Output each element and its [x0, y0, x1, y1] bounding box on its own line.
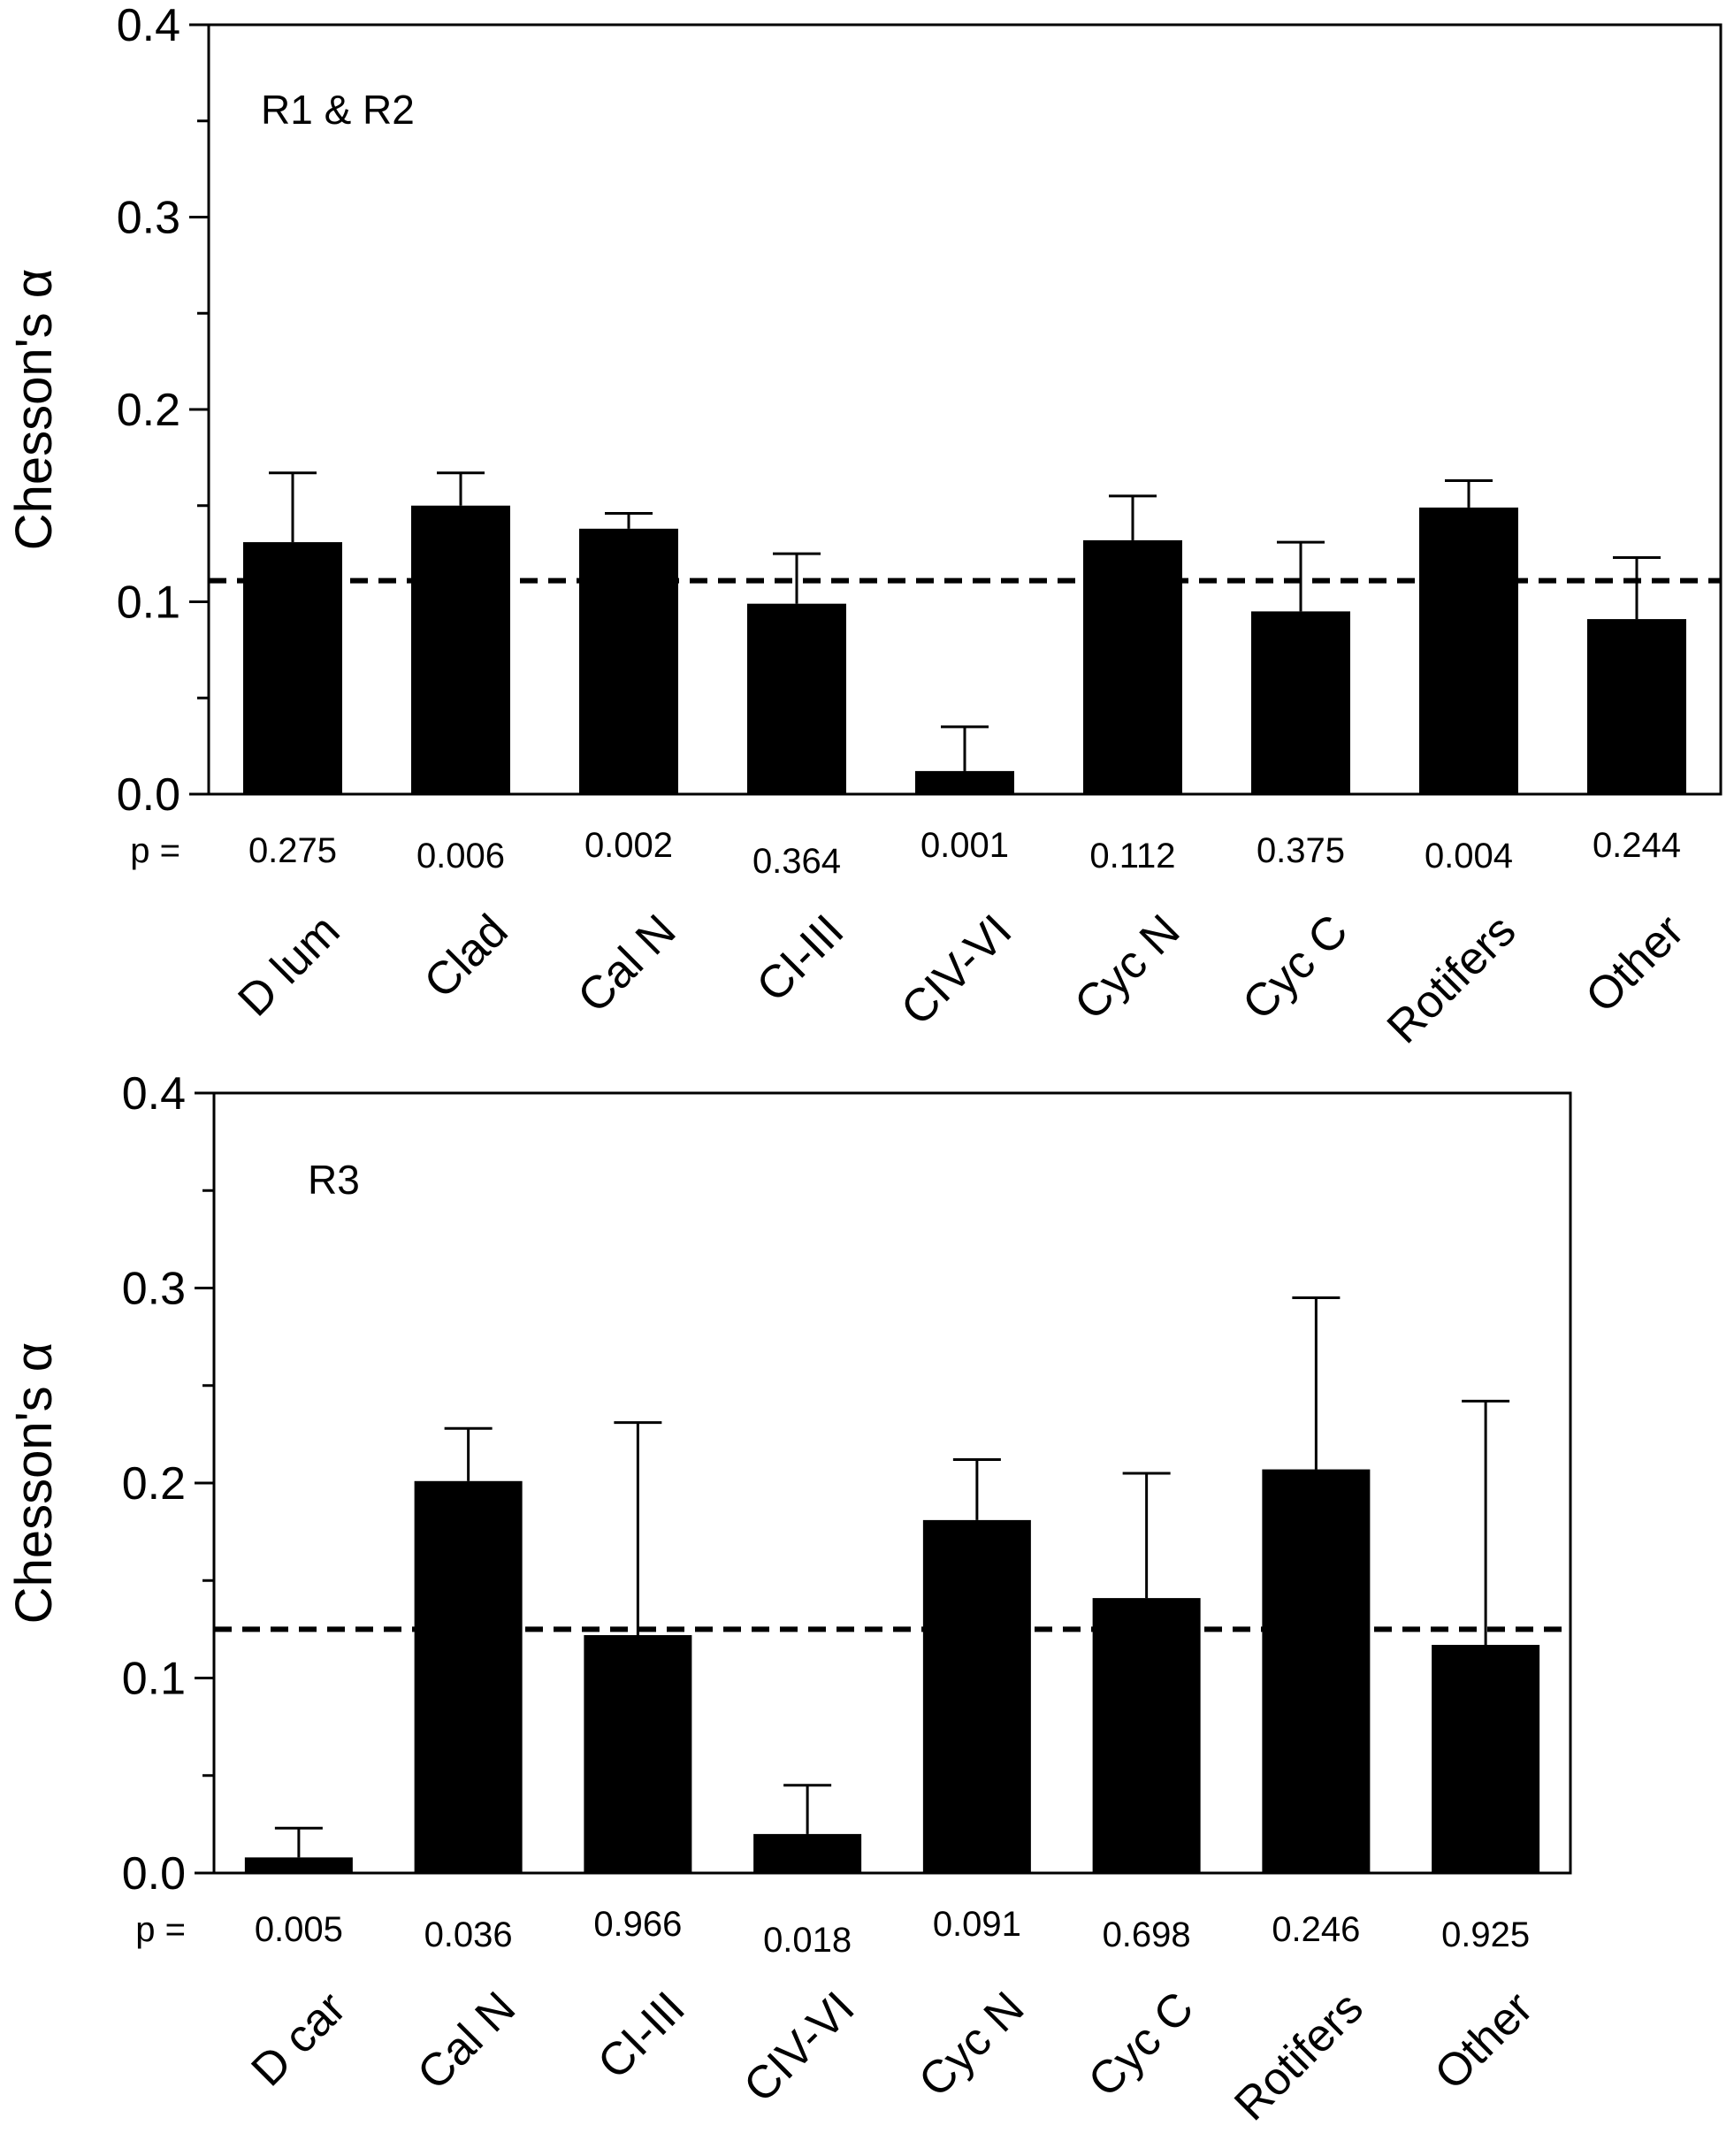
panel-r1-r2: 0.0 0.1 0.2 0.3 0.4 Chesson's α R1 & R2 p = 0.27…: [5, 0, 1723, 1053]
category-label: Rotifers: [1225, 1982, 1373, 2130]
p-value: 0.698: [1103, 1915, 1191, 1954]
bar: [584, 1634, 692, 1873]
p-value: 0.005: [255, 1910, 343, 1949]
bar: [1432, 1645, 1540, 1873]
bar: [1092, 1598, 1201, 1873]
category-label: Clad: [415, 905, 518, 1008]
p-value: 0.004: [1425, 837, 1513, 875]
p-value: 0.001: [920, 826, 1009, 865]
y-tick-label: 0.4: [122, 1068, 186, 1120]
category-label: Cal N: [569, 905, 686, 1022]
p-value: 0.112: [1089, 837, 1175, 875]
p-value: 0.006: [416, 837, 505, 875]
y-tick-label: 0.2: [117, 385, 180, 436]
bar: [244, 1857, 353, 1873]
p-value: 0.925: [1441, 1915, 1530, 1954]
category-label: Other: [1577, 905, 1694, 1022]
p-value: 0.364: [752, 842, 841, 881]
p-value: 0.244: [1593, 826, 1681, 865]
bar: [579, 528, 678, 794]
bar: [243, 542, 342, 794]
category-label: Cal N: [408, 1982, 525, 2099]
panel-label: R1 & R2: [261, 87, 415, 133]
y-axis-label: Chesson's α: [5, 269, 63, 551]
category-label: Cyc N: [1065, 905, 1189, 1029]
bar: [747, 603, 846, 794]
category-label: CIV-VI: [734, 1982, 864, 2112]
p-label: p =: [135, 1910, 186, 1949]
category-label: CI-III: [588, 1982, 695, 2089]
category-label: Cyc C: [1233, 905, 1357, 1029]
p-value: 0.036: [424, 1915, 513, 1954]
y-tick-label: 0.3: [117, 193, 180, 244]
p-value: 0.246: [1272, 1910, 1360, 1949]
p-value: 0.091: [933, 1905, 1021, 1944]
category-label: Cyc C: [1079, 1982, 1203, 2106]
bar: [1262, 1469, 1371, 1873]
category-label: Cyc N: [909, 1982, 1034, 2106]
category-label: D car: [242, 1982, 356, 2096]
bar: [922, 1519, 1031, 1873]
category-label: CIV-VI: [891, 905, 1021, 1035]
category-label: Other: [1425, 1982, 1543, 2099]
bar: [1419, 507, 1518, 794]
y-tick-label: 0.0: [117, 769, 180, 821]
bar: [411, 505, 510, 794]
panel-label: R3: [308, 1157, 360, 1203]
y-tick-label: 0.3: [122, 1264, 186, 1315]
bar: [1587, 619, 1686, 794]
panel-r3: 0.0 0.1 0.2 0.3 0.4 Chesson's α R3 p = 0.005 0.03…: [5, 1068, 1572, 2130]
bar: [753, 1833, 862, 1873]
category-label: D lum: [228, 905, 349, 1026]
p-value: 0.275: [248, 831, 337, 870]
category-label: Rotifers: [1378, 905, 1526, 1053]
bar: [915, 770, 1014, 794]
y-axis-label: Chesson's α: [5, 1342, 63, 1625]
y-tick-label: 0.4: [117, 0, 180, 51]
y-tick-label: 0.0: [122, 1848, 186, 1900]
p-value: 0.375: [1257, 831, 1345, 870]
p-label: p =: [130, 831, 180, 870]
p-value: 0.966: [593, 1905, 682, 1944]
p-value: 0.002: [584, 826, 673, 865]
y-tick-label: 0.2: [122, 1458, 186, 1510]
bar: [1251, 611, 1350, 794]
y-tick-label: 0.1: [122, 1654, 186, 1705]
y-tick-label: 0.1: [117, 577, 180, 629]
p-value: 0.018: [763, 1921, 852, 1960]
category-label: CI-III: [747, 905, 854, 1012]
bar: [414, 1480, 523, 1873]
